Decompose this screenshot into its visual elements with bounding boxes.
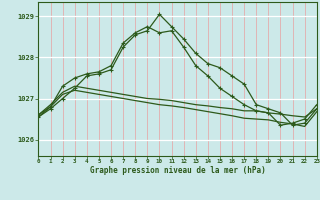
X-axis label: Graphe pression niveau de la mer (hPa): Graphe pression niveau de la mer (hPa) bbox=[90, 166, 266, 175]
